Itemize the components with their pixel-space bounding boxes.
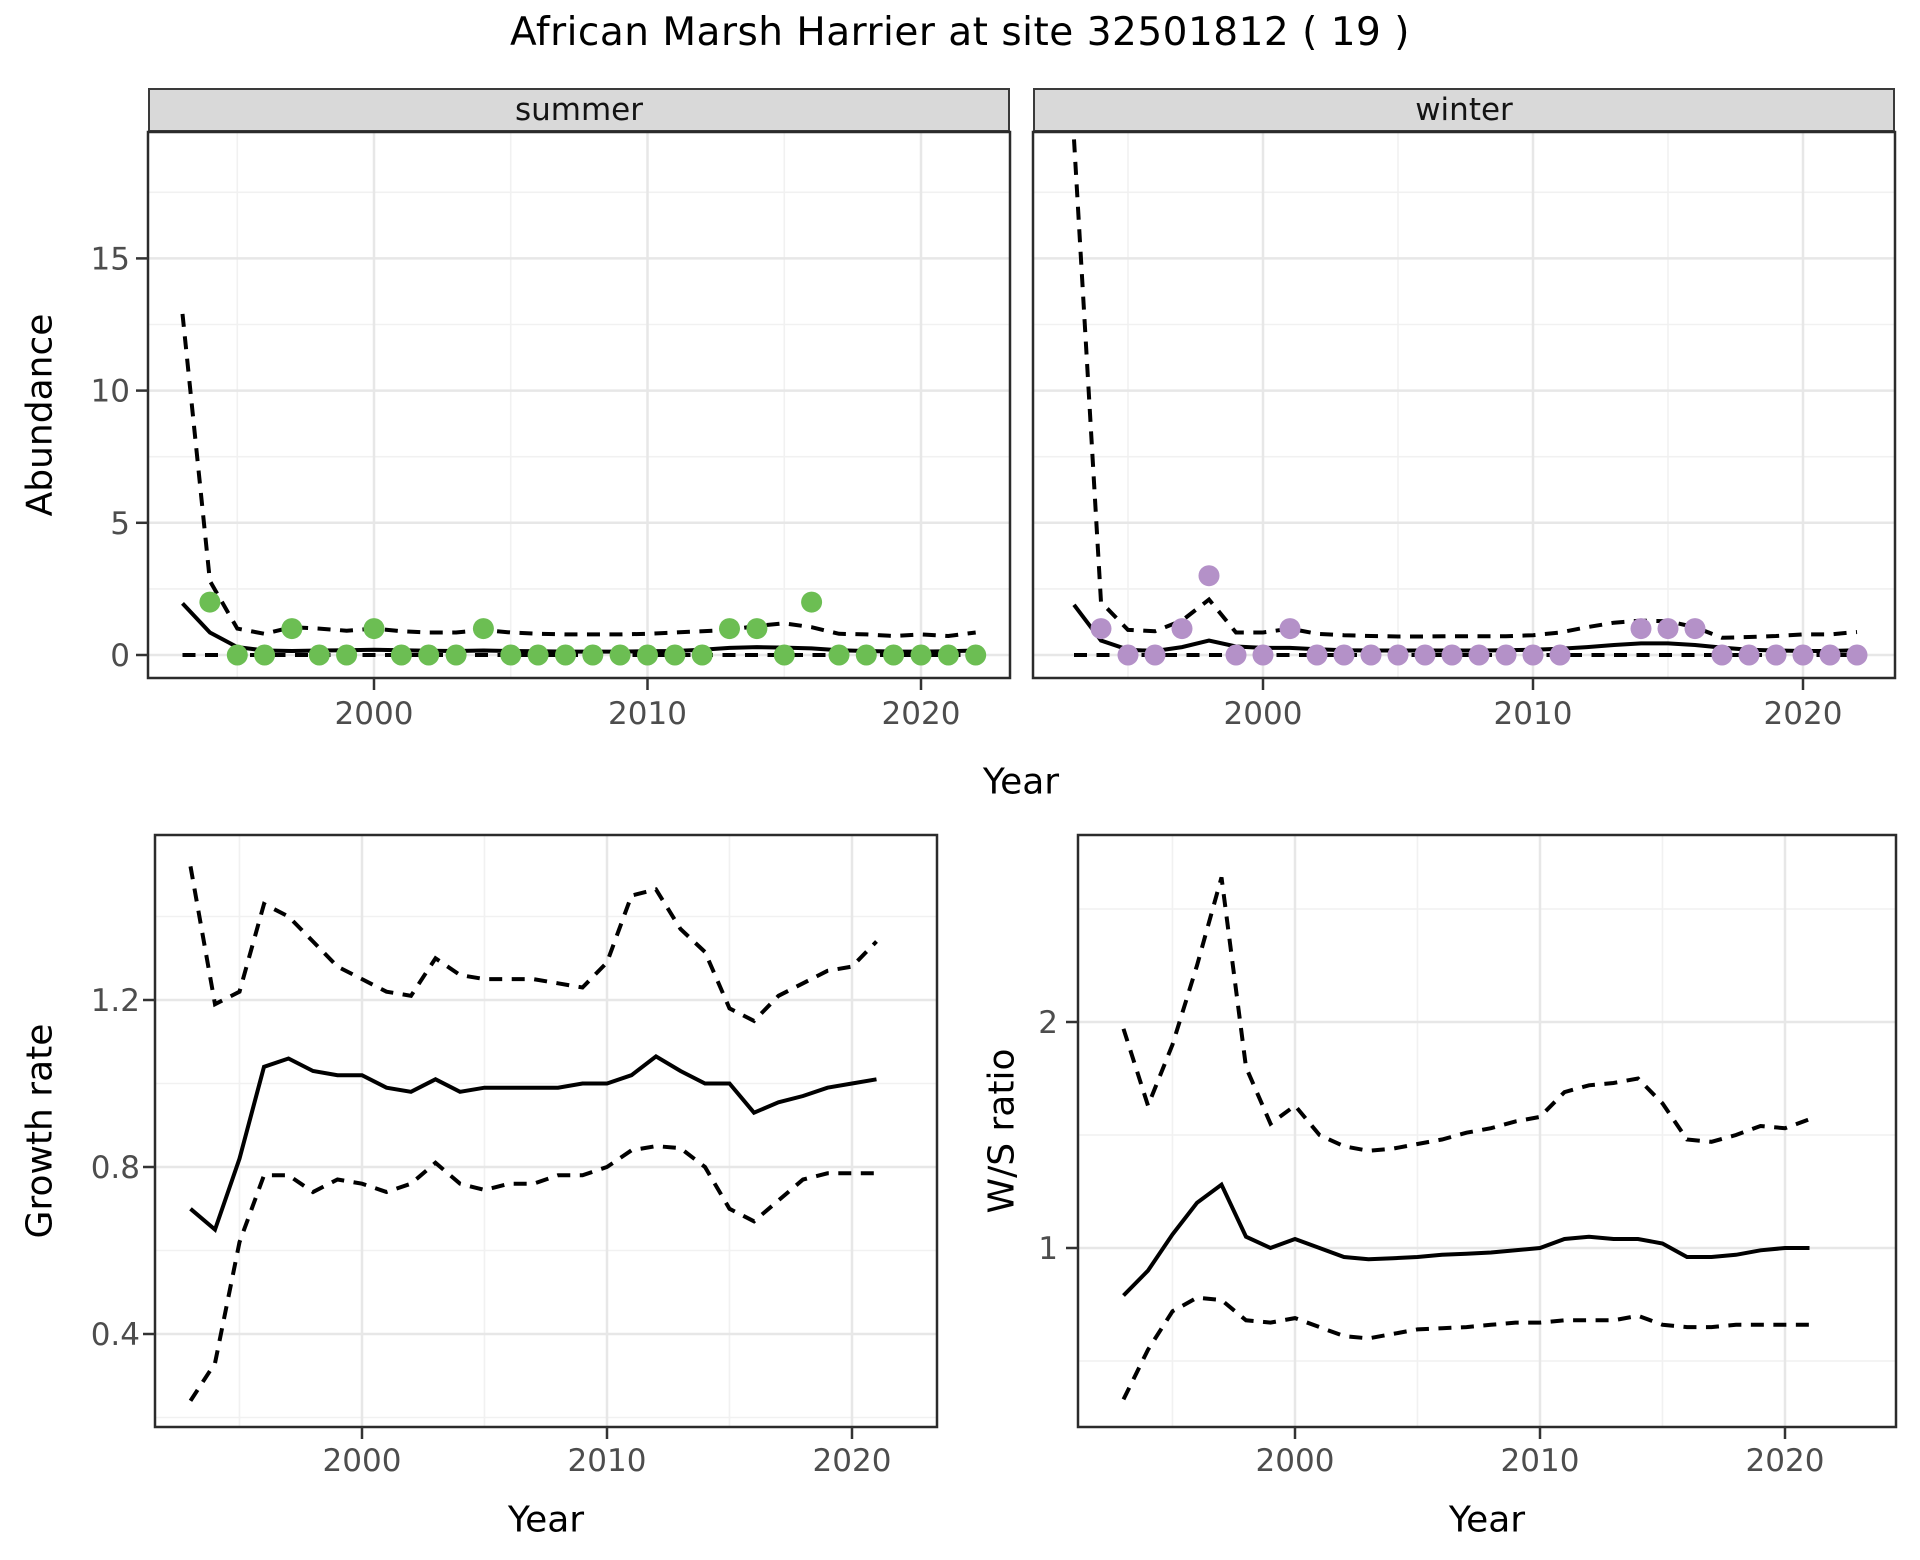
svg-text:15: 15 <box>91 241 130 277</box>
svg-text:2010: 2010 <box>608 696 687 732</box>
svg-text:2: 2 <box>1038 1005 1058 1041</box>
svg-text:2010: 2010 <box>1494 696 1573 732</box>
svg-text:2020: 2020 <box>1764 696 1843 732</box>
svg-text:0: 0 <box>110 638 130 674</box>
plot-title: African Marsh Harrier at site 32501812 (… <box>510 10 1410 55</box>
top-x-axis-title: Year <box>982 761 1060 803</box>
svg-text:2000: 2000 <box>335 696 414 732</box>
facet-strip-winter: winter <box>1033 88 1895 132</box>
facet-strip-summer: summer <box>148 88 1010 132</box>
svg-text:5: 5 <box>110 506 130 542</box>
svg-text:2000: 2000 <box>323 1443 402 1479</box>
svg-text:2000: 2000 <box>1256 1443 1335 1479</box>
facet-strip-summer-label: summer <box>514 92 643 128</box>
svg-text:2000: 2000 <box>1224 696 1303 732</box>
svg-text:10: 10 <box>91 374 130 410</box>
svg-text:0.4: 0.4 <box>91 1317 140 1353</box>
ws-x-axis-title: Year <box>1448 1499 1526 1541</box>
svg-text:2020: 2020 <box>813 1443 892 1479</box>
svg-text:2010: 2010 <box>1501 1443 1580 1479</box>
svg-text:1.2: 1.2 <box>91 983 140 1019</box>
svg-text:0.8: 0.8 <box>91 1150 140 1186</box>
svg-text:2020: 2020 <box>882 696 961 732</box>
facet-strip-winter-label: winter <box>1415 92 1513 128</box>
svg-text:2020: 2020 <box>1746 1443 1825 1479</box>
growth-x-axis-title: Year <box>507 1499 585 1541</box>
svg-text:1: 1 <box>1038 1231 1058 1267</box>
svg-text:2010: 2010 <box>568 1443 647 1479</box>
